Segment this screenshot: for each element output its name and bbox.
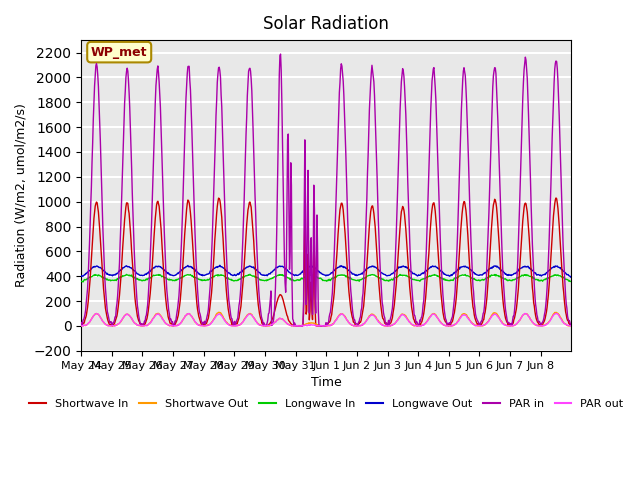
X-axis label: Time: Time: [311, 376, 342, 389]
Y-axis label: Radiation (W/m2, umol/m2/s): Radiation (W/m2, umol/m2/s): [15, 104, 28, 288]
Text: WP_met: WP_met: [91, 46, 147, 59]
Title: Solar Radiation: Solar Radiation: [263, 15, 389, 33]
Legend: Shortwave In, Shortwave Out, Longwave In, Longwave Out, PAR in, PAR out: Shortwave In, Shortwave Out, Longwave In…: [24, 395, 628, 414]
